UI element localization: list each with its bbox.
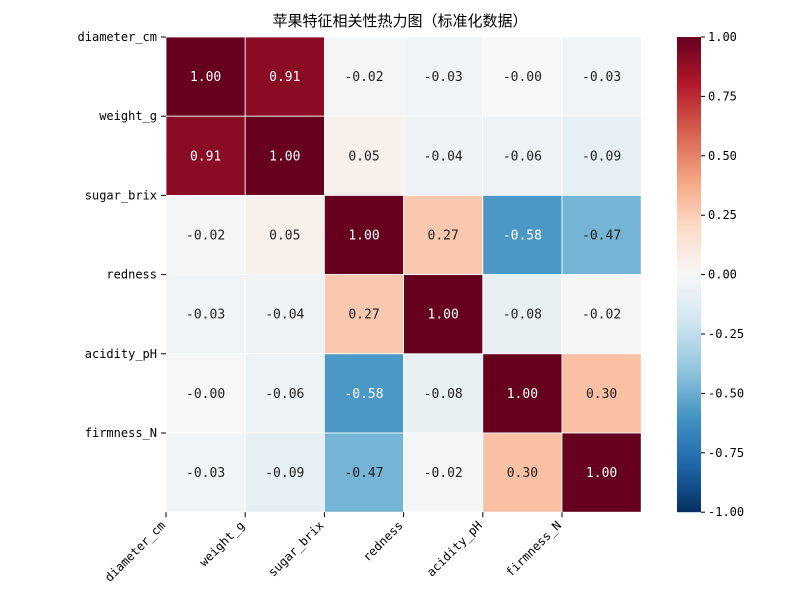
heatmap-cell-redness-diameter_cm <box>165 274 246 355</box>
heatmap-cell-firmness_N-diameter_cm <box>165 432 246 513</box>
cell-value-diameter_cm-sugar_brix: -0.02 <box>344 70 383 85</box>
cell-value-acidity_pH-firmness_N: 0.30 <box>586 387 617 402</box>
cell-value-acidity_pH-redness: -0.08 <box>424 387 463 402</box>
cell-value-redness-firmness_N: -0.02 <box>582 308 621 323</box>
heatmap-annotations: 1.00 0.91 -0.02 -0.03 -0.00 -0.03 0.91 1.00 0.05… <box>186 70 621 481</box>
cell-value-sugar_brix-acidity_pH: -0.58 <box>503 229 542 244</box>
cell-value-redness-sugar_brix: 0.27 <box>348 308 379 323</box>
x-tick-label-firmness_N: firmness_N <box>503 518 564 579</box>
heatmap-cell-redness-weight_g <box>244 274 325 355</box>
heatmap-cell-weight_g-firmness_N <box>561 115 642 196</box>
heatmap-cell-sugar_brix-weight_g <box>244 194 325 275</box>
cell-value-weight_g-redness: -0.04 <box>424 149 463 164</box>
x-axis: diameter_cm weight_g sugar_brix redness acid… <box>102 512 564 585</box>
colorbar-tick-label: -0.50 <box>708 386 744 400</box>
heatmap-cell-sugar_brix-redness <box>403 194 484 275</box>
cell-value-diameter_cm-weight_g: 0.91 <box>269 70 300 85</box>
cell-value-diameter_cm-acidity_pH: -0.00 <box>503 70 542 85</box>
y-tick-label-acidity_pH: acidity_pH <box>85 347 157 361</box>
heatmap-cell-firmness_N-acidity_pH <box>482 432 563 513</box>
cell-value-sugar_brix-redness: 0.27 <box>428 229 459 244</box>
cell-value-redness-redness: 1.00 <box>428 308 459 323</box>
heatmap-cell-acidity_pH-acidity_pH <box>482 353 563 434</box>
cell-value-firmness_N-redness: -0.02 <box>424 466 463 481</box>
heatmap-cell-weight_g-weight_g <box>244 115 325 196</box>
heatmap-cell-redness-sugar_brix <box>323 274 404 355</box>
cell-value-weight_g-weight_g: 1.00 <box>269 149 300 164</box>
colorbar-tick-label: -0.75 <box>708 446 744 460</box>
heatmap-cell-firmness_N-redness <box>403 432 484 513</box>
heatmap-cell-sugar_brix-sugar_brix <box>323 194 404 275</box>
cell-value-diameter_cm-redness: -0.03 <box>424 70 463 85</box>
heatmap-cell-sugar_brix-firmness_N <box>561 194 642 275</box>
heatmap-cell-redness-firmness_N <box>561 274 642 355</box>
colorbar-tick-label: 0.25 <box>708 208 737 222</box>
chart-title: 苹果特征相关性热力图（标准化数据） <box>272 12 527 30</box>
cell-value-acidity_pH-weight_g: -0.06 <box>265 387 304 402</box>
cell-value-redness-diameter_cm: -0.03 <box>186 308 225 323</box>
cell-value-weight_g-sugar_brix: 0.05 <box>348 149 379 164</box>
cell-value-sugar_brix-diameter_cm: -0.02 <box>186 229 225 244</box>
heatmap-cell-acidity_pH-sugar_brix <box>323 353 404 434</box>
heatmap-cell-acidity_pH-diameter_cm <box>165 353 246 434</box>
heatmap-cell-diameter_cm-weight_g <box>244 36 325 117</box>
heatmap-cell-diameter_cm-sugar_brix <box>323 36 404 117</box>
colorbar-tick-label: -1.00 <box>708 505 744 519</box>
cell-value-firmness_N-weight_g: -0.09 <box>265 466 304 481</box>
colorbar-tick-label: 0.00 <box>708 268 737 282</box>
cell-value-firmness_N-acidity_pH: 0.30 <box>507 466 538 481</box>
cell-value-acidity_pH-acidity_pH: 1.00 <box>507 387 538 402</box>
cell-value-diameter_cm-diameter_cm: 1.00 <box>190 70 221 85</box>
colorbar: 1.00 0.75 0.50 0.25 0.00 -0.25 -0.50 -0.75 -1.00 <box>677 30 744 519</box>
cell-value-firmness_N-diameter_cm: -0.03 <box>186 466 225 481</box>
y-tick-label-firmness_N: firmness_N <box>85 426 157 440</box>
heatmap-cell-firmness_N-firmness_N <box>561 432 642 513</box>
cell-value-acidity_pH-diameter_cm: -0.00 <box>186 387 225 402</box>
heatmap-cell-diameter_cm-acidity_pH <box>482 36 563 117</box>
cell-value-sugar_brix-firmness_N: -0.47 <box>582 229 621 244</box>
x-tick-label-redness: redness <box>360 518 406 564</box>
heatmap-cell-acidity_pH-redness <box>403 353 484 434</box>
cell-value-acidity_pH-sugar_brix: -0.58 <box>344 387 383 402</box>
heatmap-cell-diameter_cm-diameter_cm <box>165 36 246 117</box>
y-tick-label-redness: redness <box>106 268 157 282</box>
heatmap-cell-diameter_cm-firmness_N <box>561 36 642 117</box>
cell-value-weight_g-firmness_N: -0.09 <box>582 149 621 164</box>
x-tick-label-sugar_brix: sugar_brix <box>266 518 327 579</box>
cell-value-sugar_brix-weight_g: 0.05 <box>269 229 300 244</box>
x-tick-label-diameter_cm: diameter_cm <box>102 518 168 584</box>
heatmap-cell-acidity_pH-firmness_N <box>561 353 642 434</box>
colorbar-tick-label: 0.75 <box>708 89 737 103</box>
heatmap-cell-weight_g-redness <box>403 115 484 196</box>
y-tick-label-diameter_cm: diameter_cm <box>78 30 157 44</box>
y-tick-label-sugar_brix: sugar_brix <box>85 188 157 202</box>
colorbar-tick-label: 0.50 <box>708 149 737 163</box>
cell-value-firmness_N-firmness_N: 1.00 <box>586 466 617 481</box>
cell-value-weight_g-diameter_cm: 0.91 <box>190 149 221 164</box>
heatmap-cell-redness-acidity_pH <box>482 274 563 355</box>
colorbar-tick-label: 1.00 <box>708 30 737 44</box>
x-tick-label-weight_g: weight_g <box>197 518 248 569</box>
heatmap-cell-redness-redness <box>403 274 484 355</box>
cell-value-weight_g-acidity_pH: -0.06 <box>503 149 542 164</box>
cell-value-sugar_brix-sugar_brix: 1.00 <box>348 229 379 244</box>
cell-value-firmness_N-sugar_brix: -0.47 <box>344 466 383 481</box>
cell-value-redness-weight_g: -0.04 <box>265 308 304 323</box>
colorbar-gradient <box>677 37 701 513</box>
heatmap-cell-sugar_brix-acidity_pH <box>482 194 563 275</box>
cell-value-redness-acidity_pH: -0.08 <box>503 308 542 323</box>
heatmap-cell-diameter_cm-redness <box>403 36 484 117</box>
heatmap-cell-sugar_brix-diameter_cm <box>165 194 246 275</box>
heatmap-cells <box>165 36 642 513</box>
y-tick-label-weight_g: weight_g <box>99 109 157 123</box>
x-tick-label-acidity_pH: acidity_pH <box>424 518 485 579</box>
cell-value-diameter_cm-firmness_N: -0.03 <box>582 70 621 85</box>
colorbar-tick-label: -0.25 <box>708 327 744 341</box>
